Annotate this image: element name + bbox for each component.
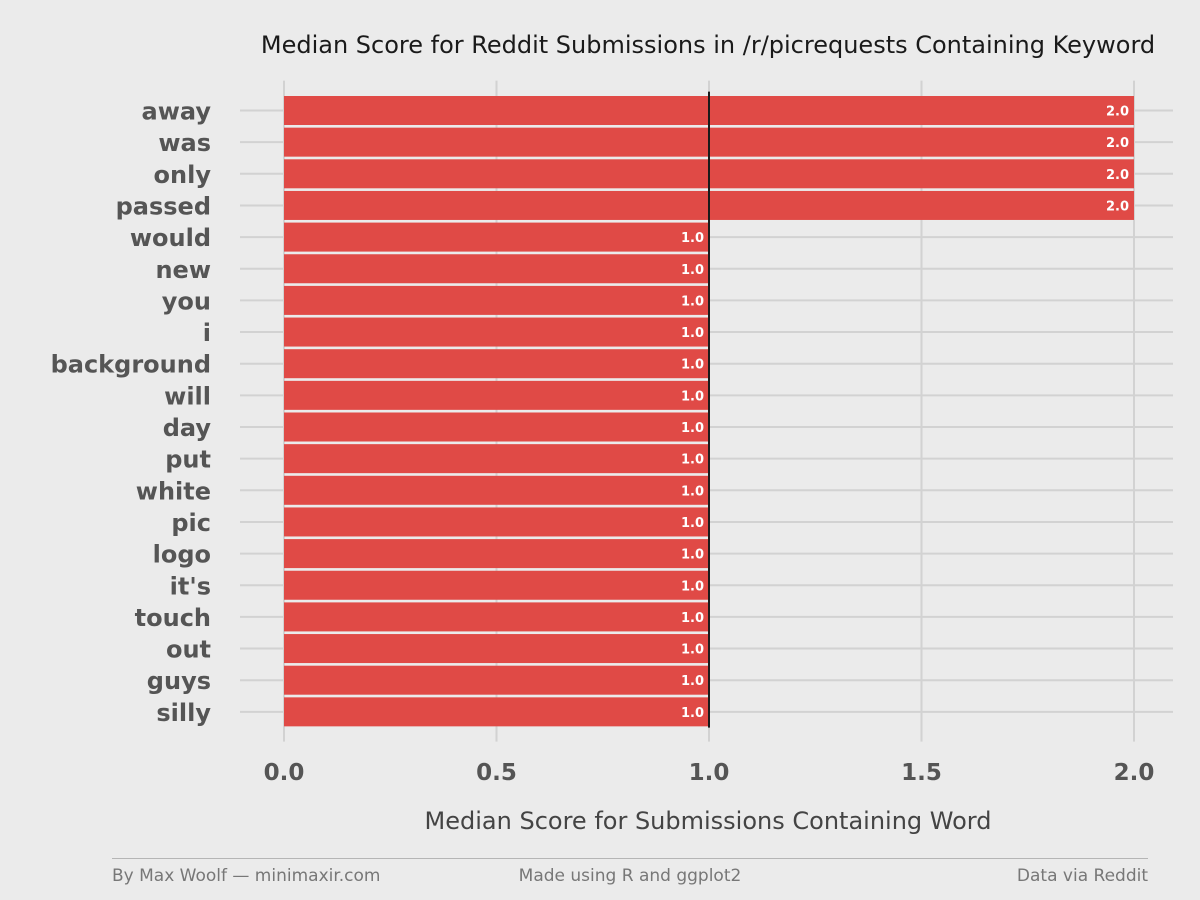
- bar-value-label: 1.0: [681, 548, 704, 563]
- bar: [284, 317, 709, 347]
- bar-value-label: 1.0: [681, 421, 704, 436]
- chart: Median Score for Reddit Submissions in /…: [51, 31, 1173, 835]
- category-label: was: [158, 129, 211, 157]
- bar-value-label: 2.0: [1106, 199, 1129, 214]
- category-label: passed: [116, 192, 211, 220]
- footer-tools: Made using R and ggplot2: [518, 866, 742, 886]
- bar: [284, 254, 709, 284]
- bar-value-label: 1.0: [681, 294, 704, 309]
- bar-value-label: 1.0: [681, 263, 704, 278]
- bar-value-label: 1.0: [681, 326, 704, 341]
- bar-value-label: 1.0: [681, 611, 704, 626]
- bar: [284, 570, 709, 600]
- category-label: background: [51, 351, 211, 379]
- bar-value-label: 1.0: [681, 643, 704, 658]
- category-label: you: [162, 287, 211, 315]
- bar: [284, 539, 709, 569]
- footer: By Max Woolf — minimaxir.com Made using …: [112, 858, 1148, 889]
- bar: [284, 349, 709, 379]
- category-label: would: [130, 224, 211, 252]
- bar-value-label: 1.0: [681, 674, 704, 689]
- bar: [284, 697, 709, 727]
- category-label: day: [163, 414, 212, 442]
- bar-value-label: 1.0: [681, 358, 704, 373]
- category-label: put: [165, 446, 211, 474]
- x-tick-label: 2.0: [1114, 760, 1155, 786]
- bar: [284, 444, 709, 474]
- bar-value-label: 1.0: [681, 579, 704, 594]
- bar: [284, 285, 709, 315]
- category-label: silly: [156, 699, 211, 727]
- bar: [284, 602, 709, 632]
- x-tick-label: 0.0: [264, 760, 305, 786]
- bar: [284, 507, 709, 537]
- bar: [284, 380, 709, 410]
- x-tick-label: 1.5: [901, 760, 942, 786]
- bar-value-label: 1.0: [681, 389, 704, 404]
- category-label: i: [203, 319, 211, 347]
- bar-value-label: 1.0: [681, 453, 704, 468]
- bar-value-label: 1.0: [681, 231, 704, 246]
- category-label: white: [136, 477, 211, 505]
- category-label: logo: [153, 541, 211, 569]
- bar: [284, 665, 709, 695]
- footer-source: Data via Reddit: [1016, 866, 1148, 886]
- category-label: only: [154, 161, 212, 189]
- category-label: new: [155, 256, 211, 284]
- bar: [284, 475, 709, 505]
- bar: [284, 412, 709, 442]
- chart-title: Median Score for Reddit Submissions in /…: [261, 31, 1155, 59]
- bar: [284, 222, 709, 252]
- bar-value-label: 1.0: [681, 484, 704, 499]
- category-label: guys: [147, 667, 211, 695]
- category-label: out: [166, 636, 211, 664]
- category-label: will: [164, 382, 211, 410]
- x-tick-labels: 0.0 0.5 1.0 1.5 2.0: [264, 760, 1155, 786]
- category-labels: away was only passed would new you i background w…: [51, 98, 212, 727]
- bar-value-label: 1.0: [681, 516, 704, 531]
- category-label: pic: [171, 509, 211, 537]
- category-label: it's: [170, 572, 211, 600]
- x-tick-label: 0.5: [476, 760, 517, 786]
- x-axis-title: Median Score for Submissions Containing …: [425, 807, 992, 835]
- footer-credit: By Max Woolf — minimaxir.com: [112, 866, 381, 886]
- x-tick-label: 1.0: [689, 760, 730, 786]
- category-label: away: [142, 98, 212, 126]
- bar-value-label: 2.0: [1106, 136, 1129, 151]
- category-label: touch: [135, 604, 211, 632]
- bar: [284, 634, 709, 664]
- bar-value-label: 2.0: [1106, 168, 1129, 183]
- bar-value-label: 1.0: [681, 706, 704, 721]
- bar-value-label: 2.0: [1106, 105, 1129, 120]
